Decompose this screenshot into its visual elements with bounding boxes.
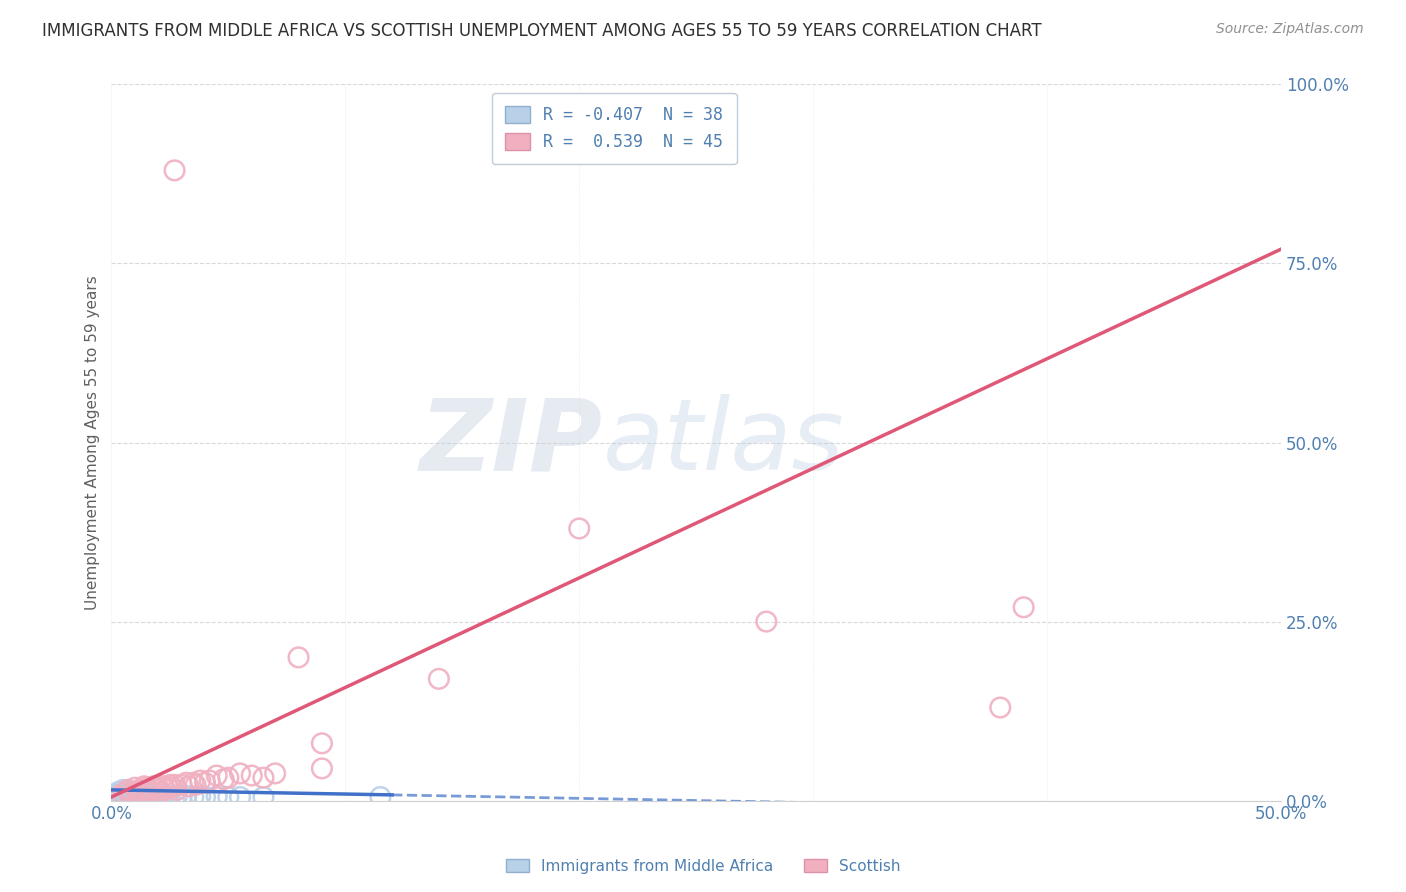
Point — [170, 778, 193, 792]
Point — [145, 789, 167, 804]
Point — [229, 766, 252, 780]
Legend: R = -0.407  N = 38, R =  0.539  N = 45: R = -0.407 N = 38, R = 0.539 N = 45 — [492, 93, 737, 164]
Point — [166, 783, 188, 797]
Point — [755, 615, 778, 629]
Point — [127, 788, 149, 802]
Point — [148, 780, 170, 795]
Point — [112, 783, 135, 797]
Point — [149, 785, 172, 799]
Text: IMMIGRANTS FROM MIDDLE AFRICA VS SCOTTISH UNEMPLOYMENT AMONG AGES 55 TO 59 YEARS: IMMIGRANTS FROM MIDDLE AFRICA VS SCOTTIS… — [42, 22, 1042, 40]
Point — [240, 768, 263, 782]
Point — [112, 790, 135, 805]
Y-axis label: Unemployment Among Ages 55 to 59 years: Unemployment Among Ages 55 to 59 years — [86, 275, 100, 610]
Point — [205, 768, 228, 782]
Point — [166, 789, 188, 804]
Point — [194, 775, 217, 789]
Text: Source: ZipAtlas.com: Source: ZipAtlas.com — [1216, 22, 1364, 37]
Point — [152, 788, 174, 802]
Point — [142, 779, 165, 793]
Point — [188, 789, 211, 804]
Point — [124, 790, 146, 805]
Point — [152, 779, 174, 793]
Point — [163, 778, 186, 792]
Point — [148, 790, 170, 805]
Point — [134, 788, 156, 802]
Point — [107, 789, 129, 804]
Point — [117, 789, 139, 803]
Point — [1012, 600, 1035, 615]
Point — [107, 790, 129, 805]
Point — [205, 789, 228, 804]
Point — [264, 766, 287, 780]
Point — [311, 736, 333, 750]
Point — [120, 785, 142, 799]
Point — [174, 775, 197, 789]
Point — [427, 672, 450, 686]
Point — [212, 772, 235, 786]
Point — [252, 771, 274, 785]
Point — [135, 785, 157, 799]
Point — [128, 787, 150, 801]
Point — [311, 761, 333, 775]
Point — [142, 788, 165, 802]
Point — [121, 788, 143, 802]
Text: atlas: atlas — [603, 394, 844, 491]
Point — [141, 789, 163, 803]
Point — [194, 790, 217, 805]
Point — [131, 789, 153, 804]
Point — [121, 785, 143, 799]
Point — [177, 779, 200, 793]
Point — [217, 790, 239, 805]
Point — [138, 787, 160, 801]
Point — [135, 780, 157, 795]
Point — [117, 783, 139, 797]
Point — [112, 787, 135, 801]
Point — [107, 785, 129, 799]
Point — [217, 771, 239, 785]
Point — [156, 789, 179, 803]
Point — [138, 783, 160, 797]
Point — [163, 163, 186, 178]
Point — [145, 783, 167, 797]
Point — [184, 778, 207, 792]
Point — [198, 773, 221, 788]
Point — [174, 789, 197, 803]
Point — [124, 785, 146, 799]
Point — [120, 788, 142, 802]
Point — [181, 775, 204, 789]
Point — [124, 780, 146, 795]
Point — [141, 787, 163, 801]
Point — [155, 783, 177, 797]
Point — [181, 790, 204, 805]
Point — [103, 790, 125, 805]
Point — [114, 787, 136, 801]
Point — [287, 650, 309, 665]
Point — [370, 790, 392, 805]
Point — [127, 787, 149, 801]
Point — [128, 783, 150, 797]
Point — [135, 790, 157, 805]
Point — [156, 780, 179, 795]
Point — [170, 790, 193, 805]
Legend: Immigrants from Middle Africa, Scottish: Immigrants from Middle Africa, Scottish — [499, 853, 907, 880]
Point — [131, 788, 153, 802]
Point — [229, 790, 252, 805]
Text: ZIP: ZIP — [419, 394, 603, 491]
Point — [988, 700, 1011, 714]
Point — [159, 790, 181, 805]
Point — [134, 779, 156, 793]
Point — [159, 778, 181, 792]
Point — [120, 790, 142, 805]
Point — [160, 780, 183, 795]
Point — [110, 788, 132, 802]
Point — [252, 790, 274, 805]
Point — [568, 521, 591, 535]
Point — [188, 773, 211, 788]
Point — [105, 788, 128, 802]
